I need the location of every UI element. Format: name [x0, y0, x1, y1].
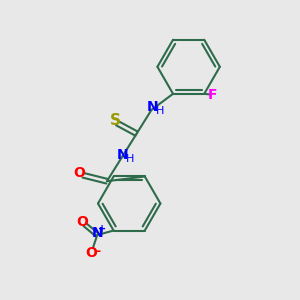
Text: +: + [98, 224, 106, 234]
Text: O: O [74, 166, 86, 180]
Text: O: O [85, 246, 97, 260]
Text: F: F [208, 88, 217, 102]
Text: N: N [146, 100, 158, 115]
Text: H: H [156, 106, 164, 116]
Text: N: N [116, 148, 128, 162]
Text: S: S [110, 113, 121, 128]
Text: N: N [92, 226, 103, 241]
Text: -: - [96, 245, 101, 258]
Text: O: O [76, 214, 88, 229]
Text: H: H [126, 154, 134, 164]
